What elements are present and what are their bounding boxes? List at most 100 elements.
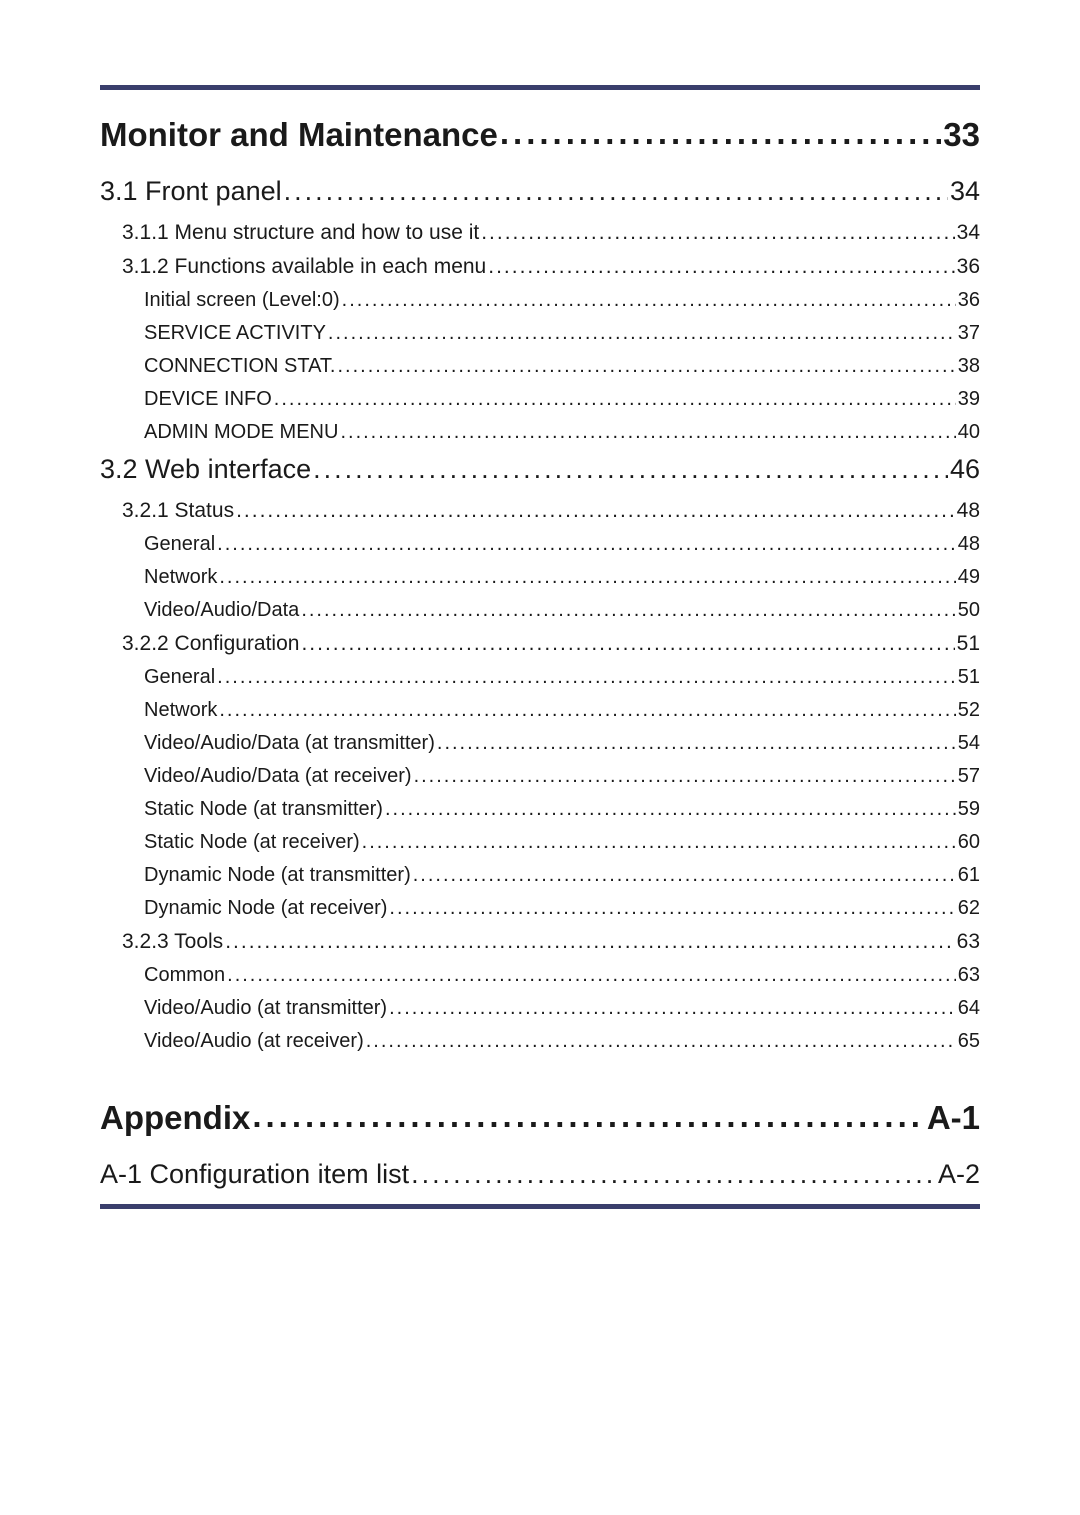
toc-entry: 3.1.2 Functions available in each menu 36 (122, 255, 980, 279)
toc-entry: SERVICE ACTIVITY 37 (144, 322, 980, 345)
toc-entry-title: Static Node (at transmitter) (144, 798, 383, 821)
toc-entry-page: 48 (958, 533, 980, 556)
toc-leader-dots (366, 1030, 956, 1053)
toc-leader-dots (413, 864, 956, 887)
toc-entry-title: 3.1 Front panel (100, 176, 282, 207)
toc-entry-page: 65 (958, 1030, 980, 1053)
toc-entry-page: 57 (958, 765, 980, 788)
toc-entry: 3.2.3 Tools63 (122, 930, 980, 954)
toc-entry-title: Appendix (100, 1099, 250, 1137)
toc-entry: Network49 (144, 566, 980, 589)
toc-entry-page: 36 (957, 255, 980, 279)
toc-entry-title: Video/Audio/Data (at transmitter) (144, 732, 435, 755)
toc-entry-title: DEVICE INFO (144, 388, 272, 411)
toc-entry-title: CONNECTION STAT. (144, 355, 335, 378)
toc-spacer (100, 1063, 980, 1091)
toc-leader-dots (411, 1159, 936, 1190)
toc-entry-title: Video/Audio/Data (144, 599, 299, 622)
toc-entry-page: 34 (957, 221, 980, 245)
toc-entry-title: Network (144, 566, 217, 589)
toc-entry: General 48 (144, 533, 980, 556)
toc-entry-page: 64 (958, 997, 980, 1020)
toc-entry-page: 34 (950, 176, 980, 207)
toc-leader-dots (217, 533, 956, 556)
toc-leader-dots (389, 997, 956, 1020)
toc-entry-page: 40 (958, 421, 980, 444)
toc-leader-dots (342, 289, 956, 312)
toc-entry: 3.2.1 Status 48 (122, 499, 980, 523)
toc-entry: ADMIN MODE MENU 40 (144, 421, 980, 444)
toc-leader-dots (313, 454, 948, 485)
toc-entry-page: 37 (958, 322, 980, 345)
toc-leader-dots (362, 831, 956, 854)
toc-entry-title: A-1 Configuration item list (100, 1159, 409, 1190)
toc-entry: 3.2 Web interface 46 (100, 454, 980, 485)
bottom-rule (100, 1204, 980, 1209)
toc-leader-dots (301, 599, 955, 622)
toc-entry: Common63 (144, 964, 980, 987)
toc-entry: Static Node (at transmitter) 59 (144, 798, 980, 821)
toc-entry-title: Dynamic Node (at transmitter) (144, 864, 411, 887)
toc-leader-dots (274, 388, 956, 411)
toc-entry-page: 36 (958, 289, 980, 312)
toc-entry-page: 48 (957, 499, 980, 523)
toc-entry-title: ADMIN MODE MENU (144, 421, 338, 444)
toc-leader-dots (340, 421, 955, 444)
toc-entry: Network 52 (144, 699, 980, 722)
toc-entry-title: General (144, 666, 215, 689)
toc-entry-title: SERVICE ACTIVITY (144, 322, 326, 345)
toc-entry: Video/Audio/Data (at transmitter)54 (144, 732, 980, 755)
toc-leader-dots (500, 114, 941, 152)
toc-leader-dots (301, 632, 954, 656)
toc-entry: 3.1.1 Menu structure and how to use it34 (122, 221, 980, 245)
toc-entry: CONNECTION STAT. 38 (144, 355, 980, 378)
toc-entry-title: Network (144, 699, 217, 722)
top-rule (100, 85, 980, 90)
toc-leader-dots (414, 765, 956, 788)
toc-leader-dots (219, 699, 955, 722)
toc-entry: 3.1 Front panel 34 (100, 176, 980, 207)
toc-entry-page: 50 (958, 599, 980, 622)
toc-entry: Video/Audio (at receiver) 65 (144, 1030, 980, 1053)
toc-entry: Monitor and Maintenance 33 (100, 116, 980, 154)
toc-leader-dots (488, 255, 954, 279)
toc-leader-dots (219, 566, 955, 589)
toc-entry-title: General (144, 533, 215, 556)
toc-entry-title: 3.1.2 Functions available in each menu (122, 255, 486, 279)
toc-entry-title: Video/Audio (at transmitter) (144, 997, 387, 1020)
toc-entry-page: 52 (958, 699, 980, 722)
toc-entry-page: 33 (943, 116, 980, 154)
toc-entry-page: 63 (957, 930, 980, 954)
toc-entry-title: Dynamic Node (at receiver) (144, 897, 387, 920)
toc-entry-page: 63 (958, 964, 980, 987)
toc-entry-page: A-1 (927, 1099, 980, 1137)
toc-entry: Video/Audio/Data 50 (144, 599, 980, 622)
toc-entry: General51 (144, 666, 980, 689)
toc-leader-dots (236, 499, 955, 523)
toc-leader-dots (225, 930, 954, 954)
toc-entry-title: 3.2.1 Status (122, 499, 234, 523)
toc-leader-dots (252, 1097, 924, 1135)
toc-entry: Video/Audio (at transmitter) 64 (144, 997, 980, 1020)
toc-entry-title: 3.2 Web interface (100, 454, 311, 485)
toc-entry: Dynamic Node (at transmitter)61 (144, 864, 980, 887)
toc-entry-title: Monitor and Maintenance (100, 116, 498, 154)
toc-entry: Dynamic Node (at receiver) 62 (144, 897, 980, 920)
toc-entry-page: 62 (958, 897, 980, 920)
toc-leader-dots (481, 221, 954, 245)
toc-entry-title: Video/Audio (at receiver) (144, 1030, 364, 1053)
toc-entry-page: 38 (958, 355, 980, 378)
toc-entry: DEVICE INFO39 (144, 388, 980, 411)
toc-entry-page: 59 (958, 798, 980, 821)
toc-entry: 3.2.2 Configuration51 (122, 632, 980, 656)
toc-list: Monitor and Maintenance 33 3.1 Front panel… (100, 116, 980, 1190)
toc-page: Monitor and Maintenance 33 3.1 Front panel… (0, 0, 1080, 1269)
toc-leader-dots (284, 176, 948, 207)
toc-leader-dots (389, 897, 955, 920)
toc-entry-page: A-2 (938, 1159, 980, 1190)
toc-entry-title: 3.2.2 Configuration (122, 632, 299, 656)
toc-entry: Video/Audio/Data (at receiver)57 (144, 765, 980, 788)
toc-entry-page: 46 (950, 454, 980, 485)
toc-entry: Appendix A-1 (100, 1099, 980, 1137)
toc-entry: Static Node (at receiver)60 (144, 831, 980, 854)
